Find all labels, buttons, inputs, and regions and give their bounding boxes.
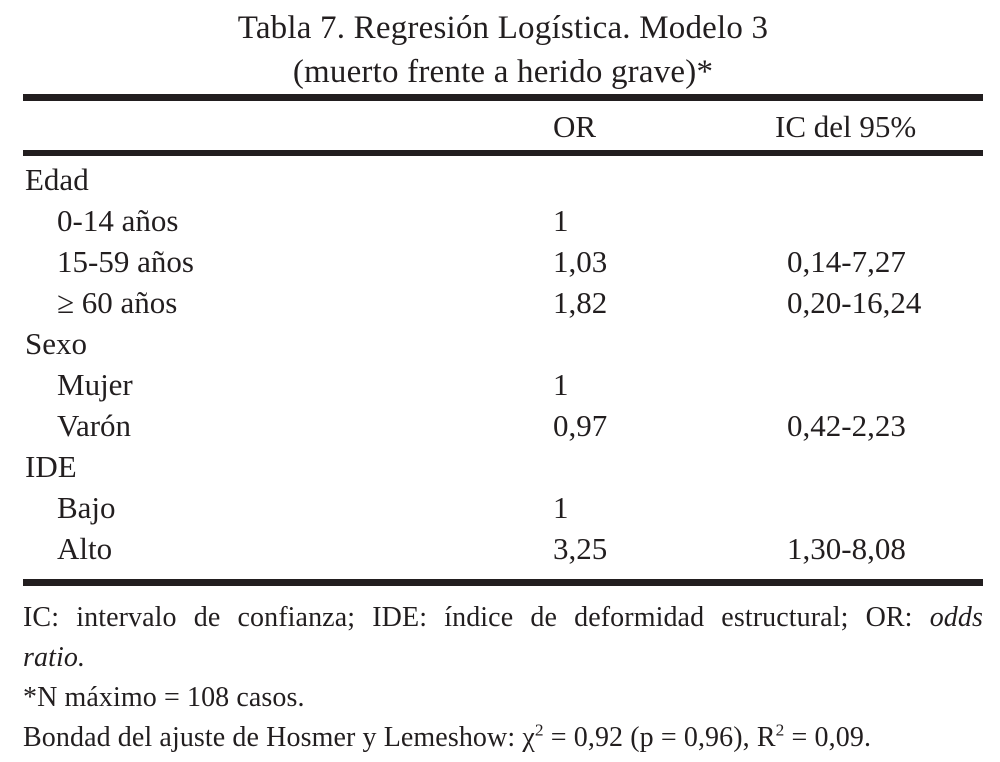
row-ic-value (787, 200, 983, 241)
row-or-value (553, 323, 787, 364)
row-label: IDE (25, 449, 77, 484)
footnote-goodness-of-fit: Bondad del ajuste de Hosmer y Lemeshow: … (23, 718, 983, 758)
table-row: 15-59 años 1,03 0,14-7,27 (23, 241, 983, 282)
fit-text-prefix: Bondad del ajuste de Hosmer y Lemeshow: (23, 722, 523, 753)
row-label: 15-59 años (57, 244, 194, 279)
row-label: 0-14 años (57, 203, 179, 238)
table-row: Mujer 1 (23, 364, 983, 405)
fit-text-mid: = 0,92 (p = 0,96), R (543, 722, 776, 753)
row-label: Bajo (57, 490, 116, 525)
bottom-rule (23, 579, 983, 586)
chi-symbol: χ (522, 722, 535, 753)
table-row: Varón 0,97 0,42-2,23 (23, 405, 983, 446)
table-row: ≥ 60 años 1,82 0,20-16,24 (23, 282, 983, 323)
row-ic-value (787, 446, 983, 487)
table-body: Edad 0-14 años 1 15-59 años 1,03 0,14-7,… (23, 156, 983, 579)
table-title-line1: Tabla 7. Regresión Logística. Modelo 3 (237, 10, 769, 46)
table-row: IDE (23, 446, 983, 487)
row-ic-value: 1,30-8,08 (787, 531, 906, 566)
header-rule (23, 150, 983, 156)
row-or-value: 0,97 (553, 408, 608, 443)
row-label: Edad (25, 162, 89, 197)
row-or-value (553, 446, 787, 487)
row-label: Sexo (25, 326, 87, 361)
footnote-abbreviations-line1: IC: intervalo de confianza; IDE: índice … (23, 598, 983, 638)
row-label: Mujer (57, 367, 133, 402)
row-or-value: 1,03 (553, 244, 608, 279)
column-header-ic95: IC del 95% (775, 109, 917, 144)
table-title-line2: (muerto frente a herido grave)* (292, 54, 714, 90)
footnote-n-max: *N máximo = 108 casos. (23, 682, 305, 713)
row-ic-value: 0,14-7,27 (787, 244, 906, 279)
chi-superscript: 2 (534, 720, 544, 740)
footnote-odds-italic: odds (929, 602, 983, 633)
footnote-abbreviations-line2: ratio. (23, 642, 86, 673)
row-label: Alto (57, 531, 113, 566)
top-rule (23, 94, 983, 101)
footnote-abbreviations-text: IC: intervalo de confianza; IDE: índice … (23, 602, 930, 633)
table-row: Bajo 1 (23, 487, 983, 528)
fit-text-end: = 0,09. (784, 722, 872, 753)
table-title: Tabla 7. Regresión Logística. Modelo 3 (… (23, 6, 983, 94)
r-superscript: 2 (775, 720, 785, 740)
row-ic-value (787, 487, 983, 528)
footnotes: IC: intervalo de confianza; IDE: índice … (23, 598, 983, 758)
column-header-or: OR (553, 109, 597, 144)
table-row: Edad (23, 159, 983, 200)
row-ic-value (787, 159, 983, 200)
row-label: ≥ 60 años (57, 285, 178, 320)
row-or-value (553, 159, 787, 200)
row-ic-value (787, 323, 983, 364)
row-label: Varón (57, 408, 132, 443)
table-header-row: OR IC del 95% (23, 101, 983, 150)
table-row: 0-14 años 1 (23, 200, 983, 241)
table-row: Alto 3,25 1,30-8,08 (23, 528, 983, 569)
row-or-value: 1 (553, 203, 569, 238)
row-or-value: 1,82 (553, 285, 608, 320)
row-or-value: 3,25 (553, 531, 608, 566)
table-row: Sexo (23, 323, 983, 364)
row-ic-value: 0,20-16,24 (787, 285, 922, 320)
row-ic-value (787, 364, 983, 405)
row-or-value: 1 (553, 367, 569, 402)
row-or-value: 1 (553, 490, 569, 525)
row-ic-value: 0,42-2,23 (787, 408, 906, 443)
